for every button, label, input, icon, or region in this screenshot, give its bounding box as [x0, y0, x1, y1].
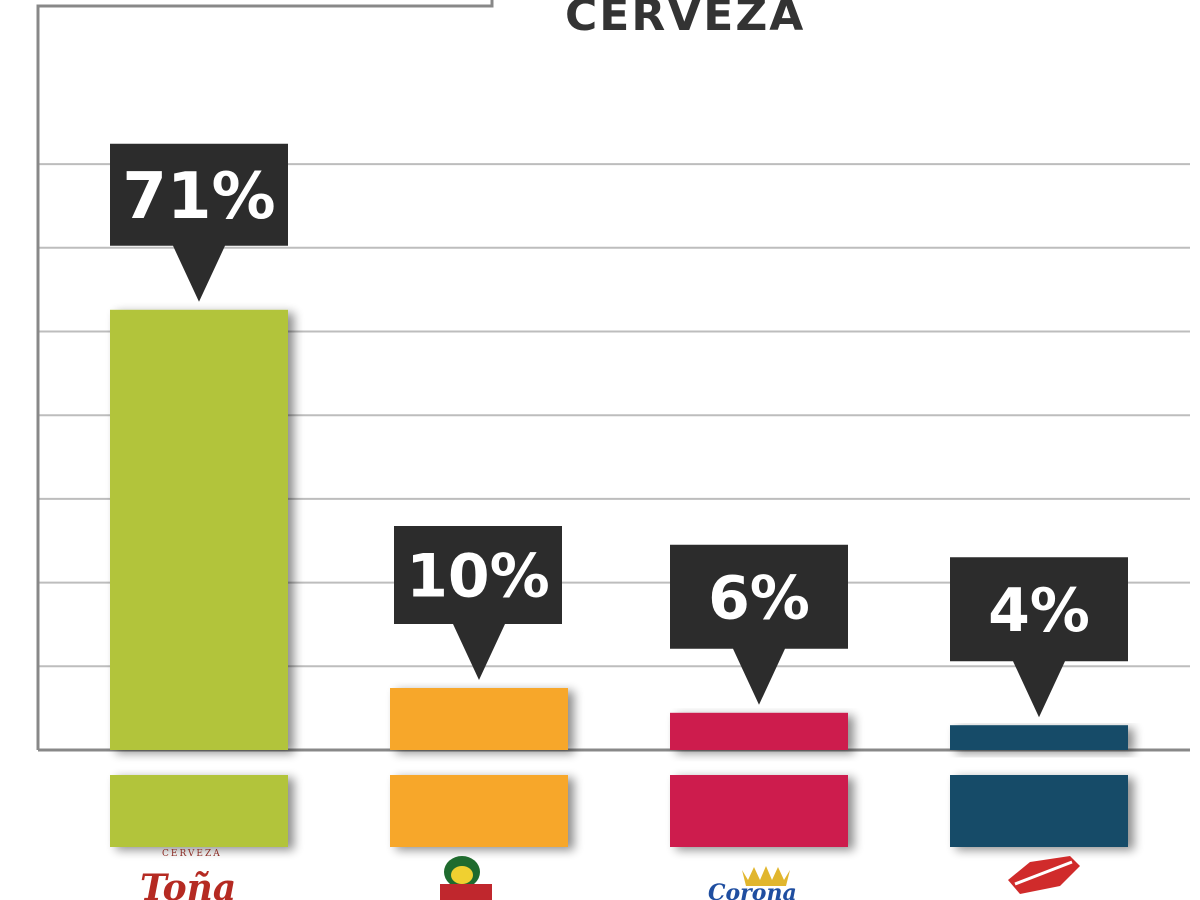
callout-box: [110, 143, 288, 302]
chart-title: CERVEZA: [565, 0, 805, 41]
bar-base-blocks: [110, 775, 1128, 847]
bar-base-block: [110, 775, 288, 847]
bar-base-block: [390, 775, 568, 847]
brand-logos: CERVEZA Toña Corona: [140, 849, 1080, 900]
tona-logo-icon: CERVEZA Toña: [140, 849, 236, 900]
data-label-callouts: 71% 10% 6% 4%: [110, 143, 1128, 718]
brand-logo-icon: [1008, 856, 1080, 894]
victoria-logo-icon: [440, 856, 492, 900]
corona-crown-icon: Corona: [708, 866, 797, 900]
tona-logo-name: Toña: [140, 867, 236, 900]
y-axis-line: [36, 0, 494, 750]
bar: [950, 725, 1128, 750]
callout-box: [670, 544, 848, 705]
data-label-callout: 6%: [670, 544, 848, 705]
data-label-callout: 71%: [110, 143, 288, 302]
bar-base-block: [670, 775, 848, 847]
data-label: 4%: [988, 576, 1090, 646]
data-label: 10%: [406, 542, 550, 612]
bar-base-block: [950, 775, 1128, 847]
data-label: 6%: [708, 563, 810, 633]
data-label-callout: 4%: [950, 557, 1128, 718]
corona-logo-name: Corona: [708, 880, 797, 900]
callout-box: [950, 557, 1128, 718]
tona-logo-small-text: CERVEZA: [162, 849, 222, 859]
bar: [390, 688, 568, 750]
data-label-callout: 10%: [394, 526, 562, 680]
data-label: 71%: [122, 160, 275, 234]
bar: [110, 309, 288, 750]
bars: [110, 309, 1128, 750]
bar: [670, 712, 848, 750]
callout-box: [394, 526, 562, 680]
